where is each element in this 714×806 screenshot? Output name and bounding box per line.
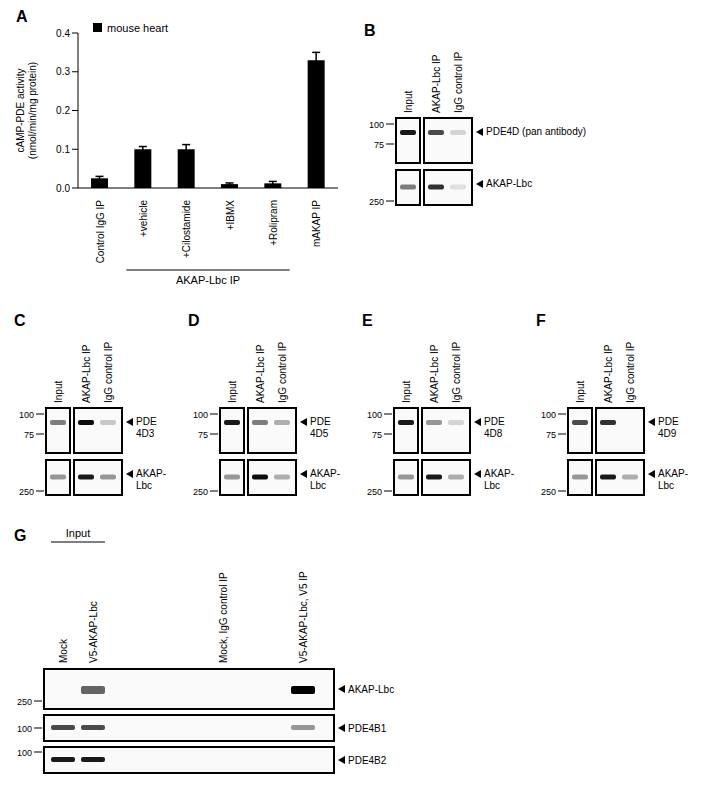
svg-text:250: 250 (367, 487, 382, 497)
svg-text:B: B (364, 22, 376, 39)
svg-text:100: 100 (17, 748, 32, 758)
svg-text:250: 250 (19, 487, 34, 497)
svg-text:Input: Input (403, 91, 414, 113)
svg-text:75: 75 (24, 430, 34, 440)
svg-text:V5-AKAP-Lbc, V5 IP: V5-AKAP-Lbc, V5 IP (298, 571, 309, 663)
svg-text:G: G (14, 527, 26, 544)
svg-text:75: 75 (372, 430, 382, 440)
svg-text:Control IgG IP: Control IgG IP (95, 200, 106, 264)
svg-text:0.1: 0.1 (56, 144, 70, 155)
svg-text:250: 250 (17, 697, 32, 707)
svg-text:+vehicle: +vehicle (138, 200, 149, 237)
svg-text:AKAP-Lbc IP: AKAP-Lbc IP (176, 274, 240, 286)
svg-text:100: 100 (369, 120, 384, 130)
svg-text:PDE4D8: PDE4D8 (484, 416, 505, 439)
svg-text:PDE4D9: PDE4D9 (658, 416, 679, 439)
svg-text:+IBMX: +IBMX (225, 200, 236, 231)
svg-text:AKAP-Lbc: AKAP-Lbc (348, 684, 394, 695)
svg-text:IgG control IP: IgG control IP (451, 342, 462, 403)
svg-text:PDE4B2: PDE4B2 (348, 755, 387, 766)
svg-text:IgG control IP: IgG control IP (453, 52, 464, 113)
svg-text:+Cilostamide: +Cilostamide (181, 200, 192, 259)
svg-text:Input: Input (53, 381, 64, 403)
svg-text:250: 250 (369, 197, 384, 207)
svg-text:IgG control IP: IgG control IP (277, 342, 288, 403)
svg-text:AKAP-Lbc: AKAP-Lbc (136, 468, 166, 491)
svg-text:AKAP-Lbc: AKAP-Lbc (310, 468, 340, 491)
svg-text:250: 250 (193, 487, 208, 497)
svg-text:IgG control IP: IgG control IP (625, 342, 636, 403)
svg-text:100: 100 (193, 410, 208, 420)
svg-text:IgG control IP: IgG control IP (103, 342, 114, 403)
svg-text:A: A (16, 8, 28, 25)
svg-text:75: 75 (198, 430, 208, 440)
svg-text:AKAP-Lbc: AKAP-Lbc (486, 178, 532, 189)
svg-text:250: 250 (541, 487, 556, 497)
svg-text:C: C (14, 312, 26, 329)
svg-text:PDE4D5: PDE4D5 (310, 416, 331, 439)
svg-text:100: 100 (19, 410, 34, 420)
svg-text:mouse heart: mouse heart (107, 22, 168, 34)
svg-text:0.4: 0.4 (56, 28, 70, 39)
svg-text:mAKAP IP: mAKAP IP (311, 200, 322, 247)
svg-text:AKAP-Lbc IP: AKAP-Lbc IP (431, 54, 442, 113)
svg-text:E: E (362, 312, 373, 329)
svg-text:AKAP-Lbc IP: AKAP-Lbc IP (603, 344, 614, 403)
svg-text:+Rolipram: +Rolipram (268, 200, 279, 246)
svg-text:Mock: Mock (58, 638, 69, 663)
svg-text:75: 75 (374, 140, 384, 150)
svg-text:Input: Input (66, 527, 90, 539)
svg-text:Input: Input (575, 381, 586, 403)
svg-text:100: 100 (541, 410, 556, 420)
svg-text:D: D (188, 312, 200, 329)
svg-text:PDE4D (pan antibody): PDE4D (pan antibody) (486, 126, 586, 137)
svg-text:100: 100 (367, 410, 382, 420)
svg-text:AKAP-Lbc: AKAP-Lbc (484, 468, 514, 491)
svg-text:Input: Input (401, 381, 412, 403)
svg-text:PDE4D3: PDE4D3 (136, 416, 157, 439)
svg-text:cAMP-PDE activity(nmol/min/mg: cAMP-PDE activity(nmol/min/mg protein) (15, 62, 38, 159)
svg-text:0.3: 0.3 (56, 66, 70, 77)
svg-text:F: F (536, 312, 546, 329)
svg-text:0.2: 0.2 (56, 105, 70, 116)
svg-text:AKAP-Lbc IP: AKAP-Lbc IP (255, 344, 266, 403)
svg-text:AKAP-Lbc IP: AKAP-Lbc IP (429, 344, 440, 403)
svg-text:Input: Input (227, 381, 238, 403)
svg-text:0.0: 0.0 (56, 183, 70, 194)
svg-text:100: 100 (17, 724, 32, 734)
svg-text:AKAP-Lbc IP: AKAP-Lbc IP (81, 344, 92, 403)
svg-text:75: 75 (546, 430, 556, 440)
svg-text:V5-AKAP-Lbc: V5-AKAP-Lbc (88, 601, 99, 663)
svg-text:Mock, IgG control IP: Mock, IgG control IP (218, 572, 229, 663)
svg-text:AKAP-Lbc: AKAP-Lbc (658, 468, 688, 491)
svg-text:PDE4B1: PDE4B1 (348, 723, 387, 734)
